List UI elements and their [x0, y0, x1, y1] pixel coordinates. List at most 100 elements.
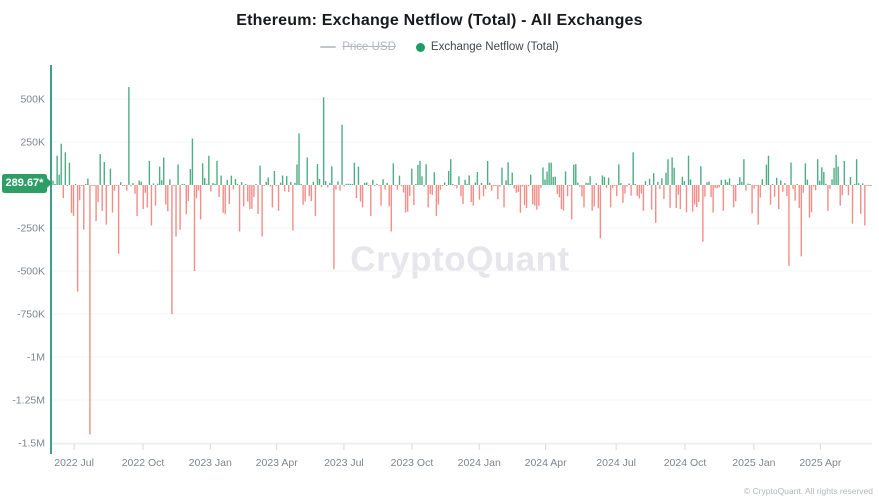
netflow-bar-positive — [306, 157, 308, 185]
netflow-bar-negative — [556, 185, 559, 194]
netflow-bar-negative — [540, 185, 542, 189]
netflow-bar-negative — [413, 185, 415, 206]
netflow-bar-positive — [618, 164, 620, 185]
netflow-bar-positive — [681, 176, 684, 185]
netflow-bar-positive — [376, 183, 378, 185]
netflow-bar-positive — [386, 182, 388, 185]
netflow-bar-positive — [724, 179, 727, 185]
netflow-bar-positive — [575, 164, 577, 185]
netflow-bar-positive — [74, 183, 77, 185]
netflow-bar-positive — [347, 183, 349, 185]
netflow-bar-negative — [802, 185, 805, 193]
netflow-bar-positive — [628, 183, 630, 185]
netflow-bar-positive — [148, 160, 151, 185]
netflow-bar-negative — [794, 185, 796, 201]
netflow-bar-negative — [402, 185, 405, 193]
netflow-bar-negative — [718, 185, 720, 188]
netflow-bar-positive — [331, 166, 333, 185]
netflow-bar-positive — [267, 177, 269, 185]
y-tick-label: -1.5M — [18, 438, 45, 450]
netflow-bar-negative — [247, 185, 249, 202]
legend-item-netflow[interactable]: Exchange Netflow (Total) — [415, 41, 559, 53]
netflow-bar-negative — [491, 185, 493, 191]
netflow-bar-negative — [437, 185, 440, 205]
netflow-bar-negative — [277, 185, 280, 211]
netflow-bar-negative — [763, 185, 766, 186]
legend-label-price-usd: Price USD — [342, 41, 396, 53]
netflow-bar-positive — [775, 177, 778, 185]
netflow-bar-positive — [298, 133, 300, 185]
netflow-bar-negative — [562, 185, 565, 211]
netflow-bar-negative — [642, 185, 645, 211]
netflow-bar-positive — [351, 184, 354, 185]
netflow-bar-positive — [589, 176, 591, 185]
legend-item-price-usd[interactable]: Price USD — [320, 41, 396, 53]
netflow-bar-negative — [814, 185, 817, 191]
netflow-bar-positive — [780, 180, 782, 185]
netflow-bar-negative — [187, 185, 190, 201]
netflow-bar-negative — [624, 185, 626, 194]
netflow-bar-negative — [845, 185, 848, 186]
netflow-bar-positive — [255, 184, 257, 185]
x-tick-label: 2022 Oct — [122, 457, 165, 469]
netflow-bar-negative — [368, 185, 370, 186]
netflow-bar-positive — [706, 182, 708, 185]
netflow-bar-negative — [257, 185, 259, 214]
y-tick-label: 250K — [20, 137, 45, 149]
netflow-bar-negative — [263, 185, 265, 186]
netflow-bar-negative — [355, 185, 358, 199]
netflow-bar-negative — [95, 185, 97, 222]
netflow-bar-negative — [663, 185, 665, 199]
netflow-bar-negative — [388, 185, 390, 207]
netflow-bar-positive — [236, 184, 239, 185]
netflow-bar-negative — [361, 185, 364, 208]
netflow-bar-negative — [136, 185, 138, 216]
netflow-bar-positive — [345, 183, 347, 185]
netflow-bar-positive — [382, 179, 384, 185]
netflow-bar-positive — [392, 163, 395, 185]
netflow-bar-positive — [363, 182, 366, 185]
netflow-bar-positive — [849, 177, 852, 185]
netflow-bar-positive — [486, 160, 489, 185]
netflow-bar-positive — [816, 159, 819, 185]
netflow-bar-negative — [593, 185, 595, 207]
netflow-bar-positive — [700, 166, 702, 185]
netflow-bar-negative — [232, 185, 235, 190]
netflow-bar-positive — [191, 138, 194, 185]
netflow-bar-negative — [249, 185, 251, 210]
netflow-bar-positive — [201, 163, 204, 185]
netflow-bar-positive — [220, 175, 222, 185]
netflow-bar-positive — [529, 174, 532, 185]
netflow-bar-negative — [495, 185, 497, 186]
netflow-bar-negative — [677, 185, 679, 195]
netflow-bar-positive — [279, 182, 282, 185]
netflow-bar-negative — [579, 185, 581, 187]
netflow-bar-negative — [304, 185, 306, 202]
netflow-bar-positive — [128, 86, 130, 185]
netflow-bar-negative — [124, 185, 126, 187]
netflow-bar-negative — [343, 185, 345, 187]
netflow-bar-positive — [99, 154, 101, 185]
netflow-bar-negative — [755, 185, 757, 186]
netflow-bar-negative — [197, 185, 200, 191]
netflow-bar-negative — [798, 185, 800, 208]
netflow-bar-positive — [365, 182, 368, 185]
netflow-bar-negative — [404, 185, 407, 213]
netflow-bar-positive — [585, 182, 587, 185]
netflow-bar-negative — [400, 185, 403, 187]
y-tick-label: -250K — [17, 223, 45, 235]
netflow-bar-positive — [554, 176, 556, 185]
netflow-bar-negative — [165, 185, 167, 205]
netflow-bar-negative — [515, 185, 518, 193]
netflow-bar-negative — [599, 185, 602, 239]
netflow-bar-positive — [152, 183, 155, 185]
netflow-bar-negative — [224, 185, 226, 215]
netflow-bar-positive — [443, 182, 446, 185]
netflow-bar-positive — [160, 180, 163, 185]
chart-title: Ethereum: Exchange Netflow (Total) - All… — [236, 12, 643, 29]
netflow-bar-negative — [253, 185, 255, 198]
netflow-bar-negative — [769, 185, 772, 205]
netflow-bar-negative — [238, 185, 241, 232]
netflow-bar-negative — [693, 185, 696, 205]
current-value-badge: 289.67* — [2, 174, 47, 193]
